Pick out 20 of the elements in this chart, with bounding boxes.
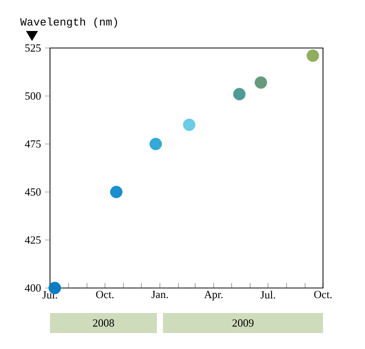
text: 2008 [93,319,114,327]
x-tick-label: Jan. [151,290,168,298]
y-tick-label: 525 [25,44,41,52]
point [182,118,196,131]
x-tick-label: Oct. [96,290,114,298]
y-axis-title: Wavelength (nm) [20,18,117,28]
x-tick-label: Jul. [260,290,276,299]
text: 2009 [232,319,254,327]
x-tick-label: Oct. [314,290,332,298]
point [110,186,123,198]
point [254,76,268,89]
x-tick-label: Apr. [204,290,223,300]
y-tick-label: 475 [24,140,41,148]
y-tick-label: 425 [24,236,41,244]
point [233,88,246,100]
point [306,49,320,62]
y-tick-label: 500 [25,92,41,100]
y-tick-label: 400 [24,284,41,292]
y-tick-label: 450 [24,188,41,196]
point [150,138,162,150]
